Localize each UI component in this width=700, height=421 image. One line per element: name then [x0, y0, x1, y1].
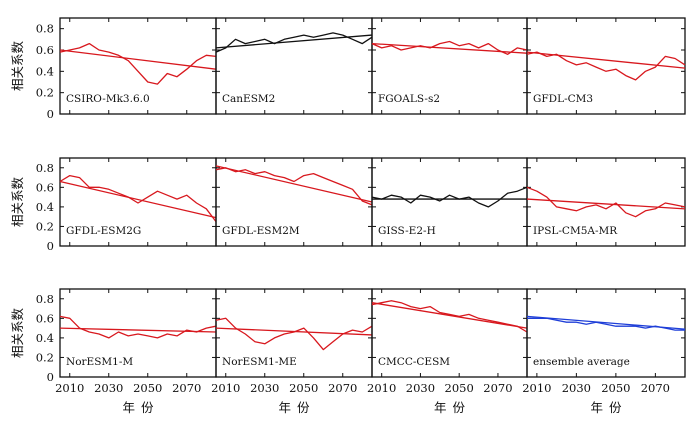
panel-2: FGOALS-s2	[371, 17, 528, 115]
series-line	[527, 317, 685, 331]
panel-label: IPSL-CM5A-MR	[533, 225, 618, 237]
panel-label: CMCC-CESM	[378, 356, 450, 368]
y-tick-label: 0	[47, 107, 54, 121]
panel-label: CanESM2	[222, 93, 275, 105]
x-tick-label: 2030	[94, 381, 123, 395]
panel-3: GFDL-CM3	[526, 17, 686, 115]
x-axis-label: 年份	[122, 400, 159, 415]
y-tick-label: 0.6	[36, 180, 54, 194]
panel-9: NorESM1-ME 2010 2030 2050 2070	[211, 288, 373, 395]
series-line	[215, 167, 373, 206]
x-tick-label: 2050	[289, 381, 318, 395]
y-tick-label: 0.2	[36, 350, 54, 364]
trend-line	[215, 165, 373, 203]
x-tick-label: 2070	[483, 381, 512, 395]
y-tick-label: 0.8	[36, 22, 54, 36]
series-line	[371, 300, 528, 333]
trend-line	[59, 327, 217, 333]
x-tick-label: 2010	[55, 381, 84, 395]
y-tick-label: 0	[47, 239, 54, 253]
x-tick-label: 2010	[522, 381, 551, 395]
panel-10: CMCC-CESM 2010 2030 2050 2070	[367, 288, 528, 395]
panel-frame	[526, 288, 686, 378]
panel-label: ensemble average	[533, 356, 630, 368]
x-tick-label: 2010	[367, 381, 396, 395]
series-line	[215, 32, 373, 53]
y-tick-label: 0.6	[36, 43, 54, 57]
y-tick-label: 0	[47, 370, 54, 384]
panel-label: GFDL-ESM2G	[66, 225, 141, 237]
y-tick-label: 0.4	[36, 64, 54, 78]
x-axis-labels: 年份 年份 年份 年份	[122, 400, 627, 415]
trend-line	[59, 180, 217, 219]
panel-11: ensemble average 2010 2030 2050 2070	[522, 288, 686, 395]
series-line	[371, 186, 528, 208]
x-tick-label: 2030	[406, 381, 435, 395]
trend-line	[215, 327, 373, 336]
y-axis-label: 相关系数	[10, 41, 25, 92]
panel-5: GFDL-ESM2M	[215, 157, 373, 247]
series-line	[59, 315, 217, 339]
trend-line	[59, 49, 217, 70]
x-tick-label: 2030	[250, 381, 279, 395]
y-tick-label: 0.4	[36, 200, 54, 214]
x-tick-label: 2030	[562, 381, 591, 395]
panel-8: NorESM1-M 0 0.2 0.4 0.6 0.8 2010 2030 2050 2070	[36, 288, 217, 395]
panel-1: CanESM2	[215, 17, 373, 115]
x-tick-label: 2070	[172, 381, 201, 395]
panel-7: IPSL-CM5A-MR	[526, 157, 686, 247]
x-axis-label: 年份	[434, 400, 471, 415]
y-tick-label: 0.2	[36, 219, 54, 233]
y-axis-label: 相关系数	[10, 177, 25, 228]
panel-frame	[526, 17, 686, 115]
panel-label: NorESM1-M	[66, 356, 133, 368]
series-line	[59, 42, 217, 85]
panel-label: CSIRO-Mk3.6.0	[66, 93, 150, 105]
panel-label: NorESM1-ME	[222, 356, 297, 368]
y-tick-label: 0.2	[36, 86, 54, 100]
x-tick-label: 2010	[211, 381, 240, 395]
series-line	[59, 174, 217, 222]
x-axis-label: 年份	[590, 400, 627, 415]
series-line	[526, 186, 686, 218]
panel-frame	[526, 157, 686, 247]
y-tick-label: 0.8	[36, 161, 54, 175]
panel-0: CSIRO-Mk3.6.0 0 0.2 0.4 0.6 0.8	[36, 17, 217, 121]
x-tick-label: 2070	[641, 381, 670, 395]
y-tick-label: 0.6	[36, 311, 54, 325]
trend-line	[526, 315, 686, 330]
x-tick-label: 2050	[601, 381, 630, 395]
x-axis-label: 年份	[278, 400, 315, 415]
trend-line	[526, 198, 686, 210]
x-tick-label: 2050	[445, 381, 474, 395]
panel-6: GISS-E2-H	[371, 157, 528, 247]
panel-label: GFDL-CM3	[533, 93, 593, 105]
panel-grid: CSIRO-Mk3.6.0 0 0.2 0.4 0.6 0.8 CanESM2 FGOALS-…	[36, 17, 686, 395]
y-tick-label: 0.8	[36, 292, 54, 306]
y-axis-label: 相关系数	[10, 308, 25, 359]
trend-line	[526, 51, 686, 69]
x-tick-label: 2070	[328, 381, 357, 395]
trend-line	[371, 302, 528, 329]
panel-label: GFDL-ESM2M	[222, 225, 300, 237]
panel-label: GISS-E2-H	[378, 225, 436, 237]
y-tick-label: 0.4	[36, 331, 54, 345]
trend-line	[215, 34, 373, 49]
x-tick-label: 2050	[133, 381, 162, 395]
panel-label: FGOALS-s2	[378, 93, 440, 105]
panel-4: GFDL-ESM2G 0 0.2 0.4 0.6 0.8	[36, 157, 217, 253]
trend-line	[371, 42, 528, 54]
